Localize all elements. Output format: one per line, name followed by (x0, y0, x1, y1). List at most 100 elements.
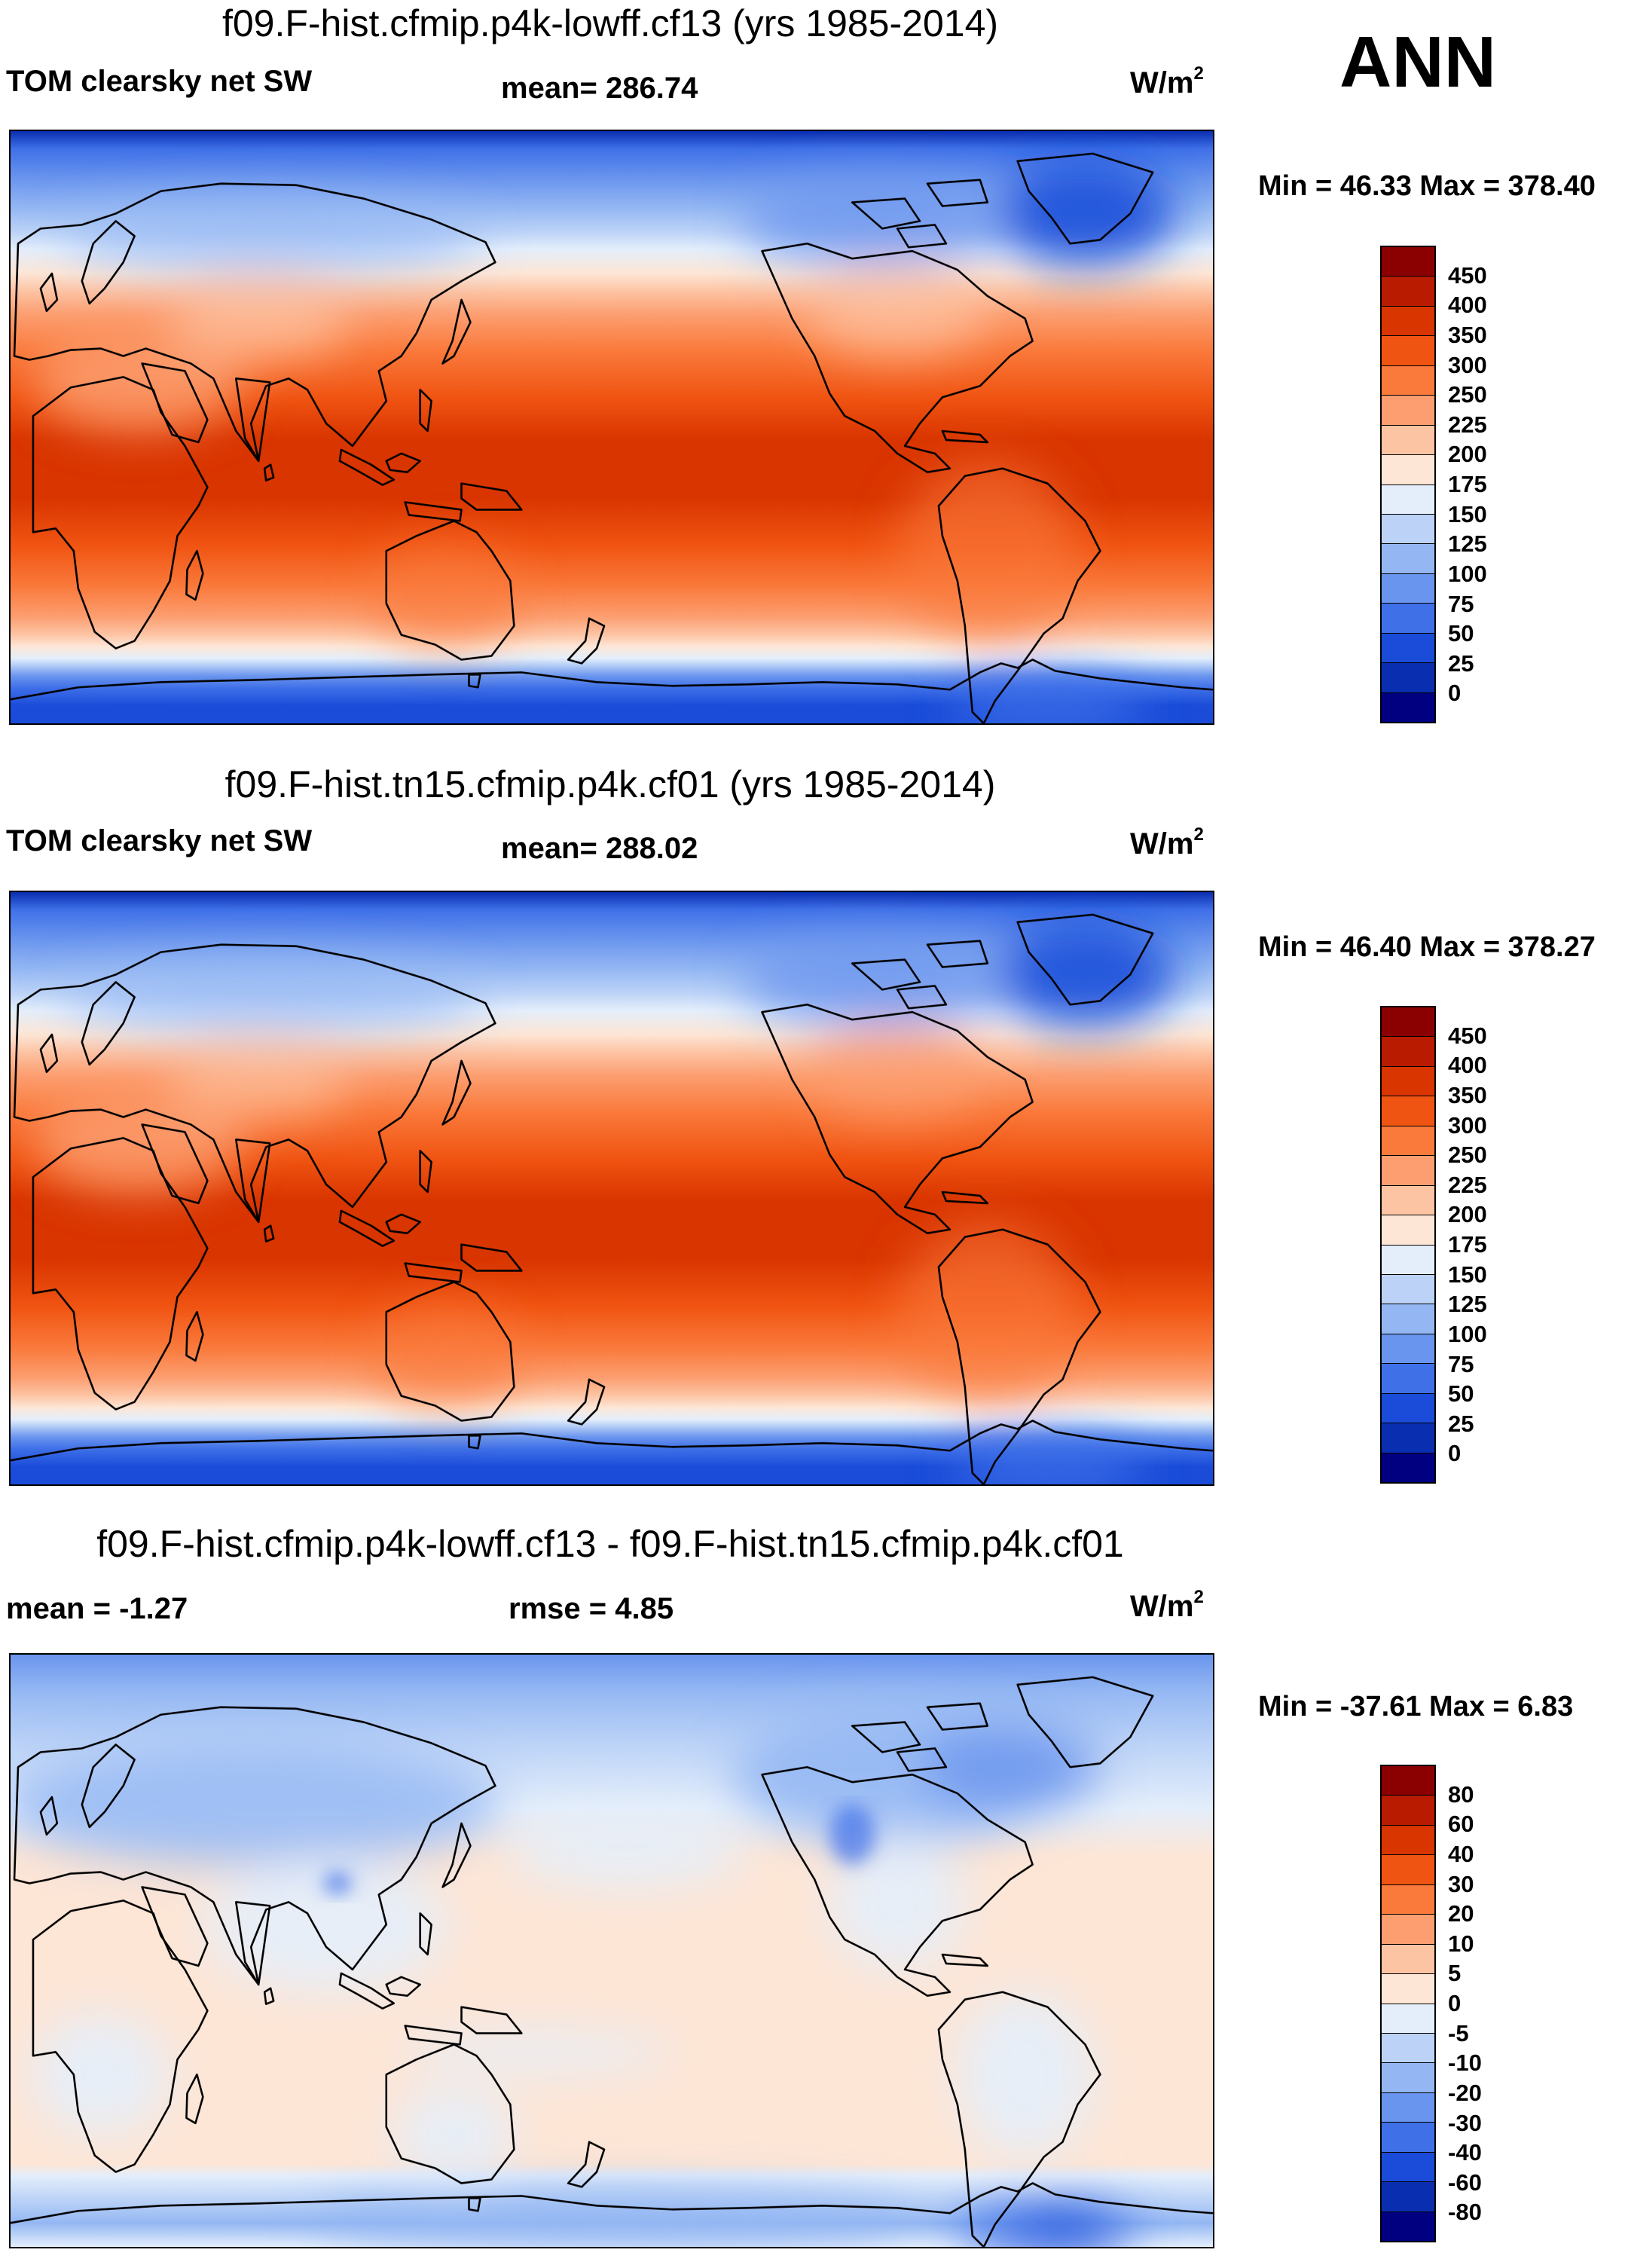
colorbar-tick-label: 400 (1448, 1052, 1487, 1079)
colorbar-swatch (1382, 1766, 1434, 1796)
colorbar-tick-label: -5 (1448, 2019, 1469, 2046)
panel-1-title: f09.F-hist.cfmip.p4k-lowff.cf13 (yrs 198… (221, 2, 999, 44)
panel-2-title: f09.F-hist.tn15.cfmip.p4k.cf01 (yrs 1985… (225, 763, 996, 805)
season-label: ANN (1339, 22, 1496, 102)
colorbar-tick-label: 0 (1448, 1990, 1462, 2016)
colorbar-swatch (1382, 1184, 1434, 1215)
colorbar-tick-label: 450 (1448, 261, 1487, 289)
colorbar-tick-label: 175 (1448, 1231, 1487, 1258)
colorbar-swatch (1382, 305, 1434, 336)
colorbar-swatch (1382, 424, 1434, 455)
colorbar-tick-label: 175 (1448, 471, 1487, 497)
colorbar-tick-label: 30 (1448, 1870, 1474, 1897)
colorbar-swatch (1382, 1304, 1434, 1334)
panel-1-minmax: Min = 46.33 Max = 378.40 (1258, 170, 1596, 202)
panel-1-center-label: mean= 286.74 (501, 72, 698, 105)
colorbar-tick-label: 400 (1448, 292, 1487, 319)
colorbar-swatch (1382, 247, 1434, 277)
colorbar-swatch (1382, 543, 1434, 573)
panel-1-left-label: TOM clearsky net SW (6, 65, 313, 98)
panel-1-map (9, 130, 1214, 725)
colorbar-tick-label: 350 (1448, 321, 1487, 348)
colorbar-tick-label: 80 (1448, 1780, 1474, 1808)
colorbar-swatch (1382, 2032, 1434, 2063)
colorbar-swatch (1382, 454, 1434, 484)
panel-2-map (9, 891, 1214, 1486)
colorbar-tick-label: 200 (1448, 441, 1487, 468)
colorbar-tick-label: 225 (1448, 1171, 1487, 1198)
colorbar-swatch (1382, 1125, 1434, 1156)
colorbar-swatch (1382, 1333, 1434, 1364)
colorbar-swatch (1382, 1854, 1434, 1884)
colorbar-swatch (1382, 513, 1434, 544)
panel-3-colorbar (1380, 1765, 1436, 2242)
colorbar-swatch (1382, 1884, 1434, 1915)
panel-1-colorbar (1380, 246, 1436, 723)
colorbar-swatch (1382, 692, 1434, 722)
colorbar-swatch (1382, 1036, 1434, 1066)
colorbar-swatch (1382, 335, 1434, 365)
colorbar-tick-label: -10 (1448, 2049, 1482, 2077)
colorbar-swatch (1382, 484, 1434, 514)
colorbar-tick-label: 25 (1448, 650, 1474, 677)
colorbar-tick-label: 100 (1448, 560, 1487, 587)
colorbar-tick-label: 0 (1448, 680, 1462, 707)
colorbar-tick-label: 5 (1448, 1960, 1462, 1987)
colorbar-tick-label: 0 (1448, 1440, 1462, 1467)
colorbar-tick-label: -40 (1448, 2139, 1482, 2166)
colorbar-tick-label: 250 (1448, 1142, 1487, 1169)
colorbar-tick-label: 20 (1448, 1900, 1474, 1927)
panel-2-left-label: TOM clearsky net SW (6, 824, 313, 857)
colorbar-swatch (1382, 2062, 1434, 2092)
colorbar-tick-label: -60 (1448, 2169, 1482, 2196)
colorbar-swatch (1382, 1096, 1434, 1126)
colorbar-swatch (1382, 1795, 1434, 1825)
colorbar-swatch (1382, 1973, 1434, 2004)
colorbar-swatch (1382, 395, 1434, 425)
colorbar-swatch (1382, 1215, 1434, 1245)
colorbar-swatch (1382, 632, 1434, 663)
colorbar-tick-label: 75 (1448, 1350, 1474, 1377)
colorbar-tick-label: -80 (1448, 2199, 1482, 2226)
colorbar-tick-label: 250 (1448, 381, 1487, 408)
panel-3-minmax: Min = -37.61 Max = 6.83 (1258, 1691, 1574, 1722)
colorbar-swatch (1382, 573, 1434, 604)
panel-3-units: W/m2 (1130, 1587, 1204, 1624)
colorbar-swatch (1382, 2211, 1434, 2241)
colorbar-tick-label: 300 (1448, 1111, 1487, 1139)
colorbar-swatch (1382, 1065, 1434, 1096)
colorbar-tick-label: -30 (1448, 2109, 1482, 2136)
colorbar-swatch (1382, 1914, 1434, 1944)
colorbar-swatch (1382, 1363, 1434, 1393)
colorbar-tick-label: 50 (1448, 1380, 1474, 1408)
colorbar-swatch (1382, 276, 1434, 306)
colorbar-swatch (1382, 1155, 1434, 1185)
colorbar-swatch (1382, 2151, 1434, 2182)
panel-2-units: W/m2 (1130, 824, 1204, 861)
colorbar-swatch (1382, 2003, 1434, 2033)
panel-2-minmax: Min = 46.40 Max = 378.27 (1258, 931, 1596, 963)
colorbar-tick-label: 300 (1448, 351, 1487, 378)
colorbar-tick-label: 150 (1448, 500, 1487, 527)
colorbar-swatch (1382, 365, 1434, 396)
colorbar-tick-label: 60 (1448, 1811, 1474, 1838)
colorbar-tick-label: -20 (1448, 2079, 1482, 2106)
panel-1-units: W/m2 (1130, 63, 1204, 100)
colorbar-tick-label: 350 (1448, 1081, 1487, 1108)
colorbar-swatch (1382, 1392, 1434, 1423)
colorbar-tick-label: 75 (1448, 590, 1474, 617)
colorbar-tick-label: 125 (1448, 1291, 1487, 1318)
panel-3-map (9, 1653, 1214, 2248)
colorbar-tick-label: 200 (1448, 1201, 1487, 1228)
colorbar-swatch (1382, 2181, 1434, 2211)
colorbar-swatch (1382, 1824, 1434, 1855)
colorbar-swatch (1382, 1244, 1434, 1274)
colorbar-swatch (1382, 1007, 1434, 1037)
colorbar-swatch (1382, 1423, 1434, 1453)
colorbar-swatch (1382, 1943, 1434, 1974)
colorbar-swatch (1382, 1273, 1434, 1304)
panel-2-center-label: mean= 288.02 (501, 832, 698, 865)
colorbar-tick-label: 225 (1448, 411, 1487, 438)
colorbar-swatch (1382, 662, 1434, 692)
colorbar-swatch (1382, 2122, 1434, 2152)
